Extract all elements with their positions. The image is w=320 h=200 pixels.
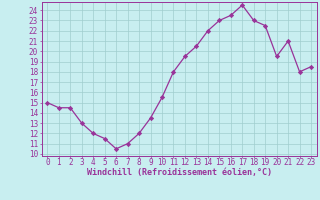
X-axis label: Windchill (Refroidissement éolien,°C): Windchill (Refroidissement éolien,°C) (87, 168, 272, 177)
